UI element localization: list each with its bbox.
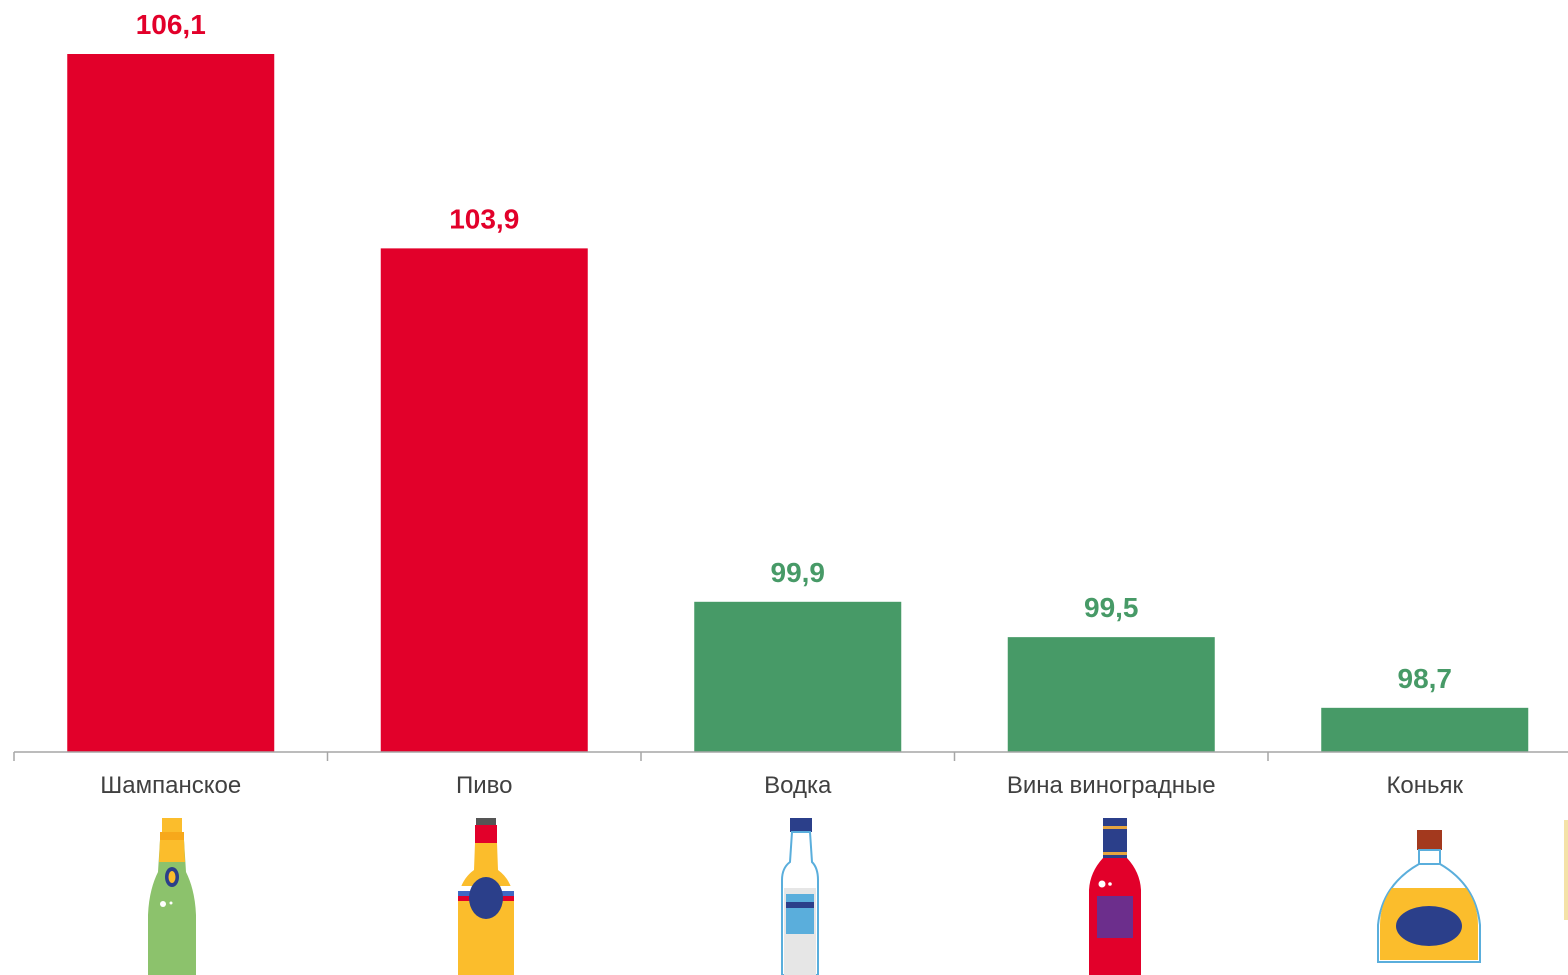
cognac-bottle-icon: [1377, 830, 1481, 963]
champagne-bottle-icon: [148, 818, 196, 975]
edge-decoration: [1564, 820, 1568, 920]
beer-bottle-icon: [458, 818, 514, 975]
bar-4: [1007, 637, 1215, 752]
category-label-1: Шампанское: [100, 772, 241, 799]
category-label-5: Коньяк: [1386, 772, 1463, 799]
value-label-1: 106,1: [136, 9, 206, 40]
bar-2: [380, 248, 588, 752]
value-label-2: 103,9: [449, 203, 519, 234]
category-label-2: Пиво: [456, 772, 512, 799]
value-label-4: 99,5: [1084, 592, 1139, 623]
bars-group: [67, 54, 1529, 752]
value-label-3: 99,9: [771, 557, 826, 588]
bar-1: [67, 54, 275, 752]
category-label-3: Водка: [764, 772, 832, 799]
wine-bottle-icon: [1089, 818, 1141, 975]
bar-5: [1321, 707, 1529, 752]
value-label-5: 98,7: [1398, 663, 1453, 694]
vodka-bottle-icon: [781, 818, 819, 975]
category-label-4: Вина виноградные: [1007, 772, 1216, 799]
x-axis-ticks: [13, 752, 1269, 761]
category-labels-group: Шампанское Пиво Водка Вина виноградные Конья…: [100, 772, 1463, 799]
value-labels-group: 106,1 103,9 99,9 99,5 98,7: [136, 9, 1452, 694]
bar-3: [694, 601, 902, 752]
